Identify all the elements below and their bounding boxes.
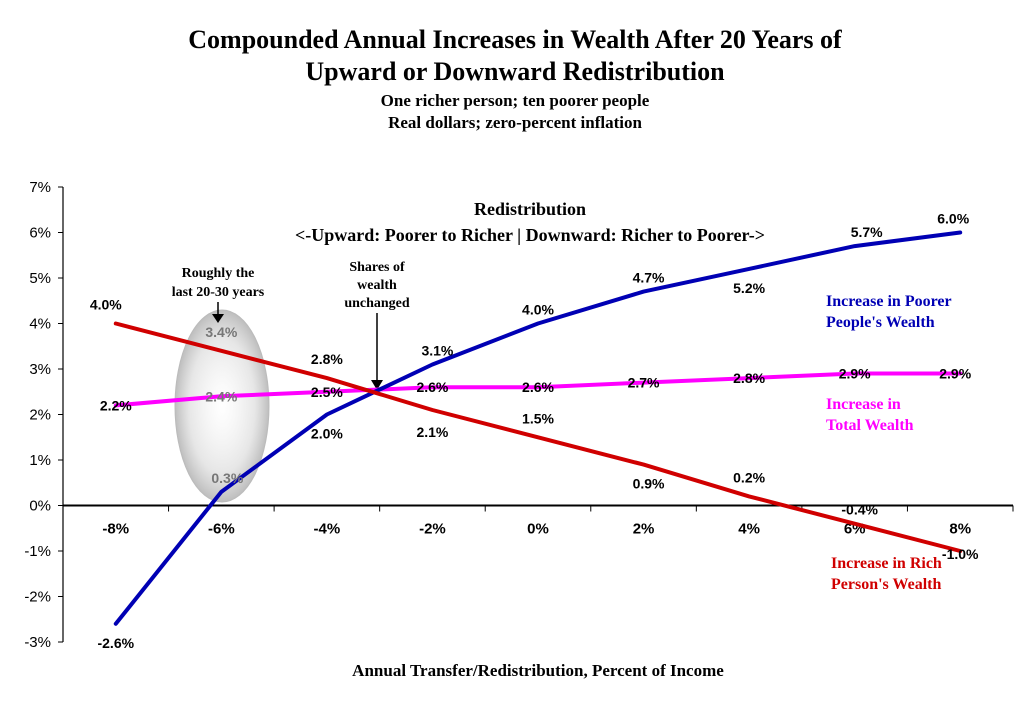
x-tick-label: 2%: [633, 521, 655, 538]
data-label: 5.2%: [733, 280, 765, 296]
x-axis: -8% -6% -4% -2% 0% 2% 4% 6% 8%: [62, 504, 1014, 538]
chart-subtitle-line2: Real dollars; zero-percent inflation: [388, 113, 642, 132]
data-label: 0.2%: [733, 469, 765, 485]
shares-arrow-head: [371, 380, 383, 390]
data-label: 2.0%: [311, 426, 343, 442]
y-tick-label: 3%: [29, 361, 51, 378]
legend-rich-line1: Increase in Rich: [831, 555, 942, 572]
x-tick-label: 4%: [738, 521, 760, 538]
data-label: 3.1%: [421, 342, 453, 358]
y-tick-label: 7%: [29, 179, 51, 196]
data-label: 2.7%: [628, 375, 660, 391]
data-label: -2.6%: [97, 635, 134, 651]
data-label: 0.3%: [211, 470, 243, 486]
x-tick-label: -8%: [102, 521, 129, 538]
y-tick-label: 0%: [29, 498, 51, 515]
data-label: -1.0%: [942, 546, 979, 562]
data-label: 2.5%: [311, 384, 343, 400]
data-label: 2.4%: [205, 388, 237, 404]
data-label: 5.7%: [851, 224, 883, 240]
redistribution-direction: <-Upward: Poorer to Richer | Downward: R…: [295, 225, 765, 245]
total-wealth-line: [113, 371, 963, 408]
rich-wealth-line: [113, 321, 963, 553]
x-tick-label: -4%: [314, 521, 341, 538]
chart-title-line2: Upward or Downward Redistribution: [305, 57, 725, 86]
data-labels: -2.6% 0.3% 2.0% 3.1% 4.0% 4.7% 5.2% 5.7% 6.0% 2.2…: [90, 211, 979, 651]
data-label: -0.4%: [841, 502, 878, 518]
data-label: 4.0%: [522, 302, 554, 318]
data-label: 2.8%: [733, 370, 765, 386]
y-tick-label: -3%: [24, 634, 51, 651]
x-axis-label: Annual Transfer/Redistribution, Percent …: [352, 661, 724, 680]
shares-annotation-line1: Shares of: [349, 260, 405, 275]
data-label: 0.9%: [633, 476, 665, 492]
legend-total-line1: Increase in: [826, 396, 901, 413]
data-label: 4.7%: [633, 270, 665, 286]
chart-title-line1: Compounded Annual Increases in Wealth Af…: [188, 25, 842, 54]
y-tick-label: 1%: [29, 452, 51, 469]
shares-annotation-line3: unchanged: [344, 296, 410, 311]
legend-poorer-line2: People's Wealth: [826, 314, 935, 331]
redistribution-title: Redistribution: [474, 199, 586, 219]
x-tick-label: -2%: [419, 521, 446, 538]
data-label: 4.0%: [90, 297, 122, 313]
data-label: 1.5%: [522, 410, 554, 426]
roughly-annotation-line1: Roughly the: [182, 266, 255, 281]
x-tick-label: -6%: [208, 521, 235, 538]
x-tick-label: 0%: [527, 521, 549, 538]
y-tick-label: 5%: [29, 270, 51, 287]
data-label: 2.9%: [839, 366, 871, 382]
shares-annotation-line2: wealth: [357, 278, 397, 293]
y-tick-label: -1%: [24, 543, 51, 560]
x-tick-label: 8%: [949, 521, 971, 538]
y-tick-label: 6%: [29, 225, 51, 242]
y-tick-label: -2%: [24, 589, 51, 606]
data-label: 3.4%: [205, 324, 237, 340]
roughly-arrow-head: [212, 314, 224, 323]
y-tick-label: 4%: [29, 316, 51, 333]
data-label: 2.8%: [311, 351, 343, 367]
chart-subtitle-line1: One richer person; ten poorer people: [381, 91, 650, 110]
legend-total-line2: Total Wealth: [826, 417, 914, 434]
data-label: 2.6%: [522, 379, 554, 395]
series-lines: [113, 230, 963, 626]
data-label: 2.2%: [100, 397, 132, 413]
data-label: 2.1%: [416, 424, 448, 440]
roughly-annotation-line2: last 20-30 years: [172, 285, 265, 300]
y-axis: 7% 6% 5% 4% 3% 2% 1% 0% -1% -2% -3%: [24, 179, 64, 651]
legend-poorer-line1: Increase in Poorer: [826, 293, 952, 310]
data-label: 2.6%: [416, 379, 448, 395]
y-tick-label: 2%: [29, 407, 51, 424]
legend-rich-line2: Person's Wealth: [831, 576, 941, 593]
data-label: 2.9%: [939, 366, 971, 382]
data-label: 6.0%: [937, 211, 969, 227]
poorer-wealth-line: [113, 230, 963, 626]
